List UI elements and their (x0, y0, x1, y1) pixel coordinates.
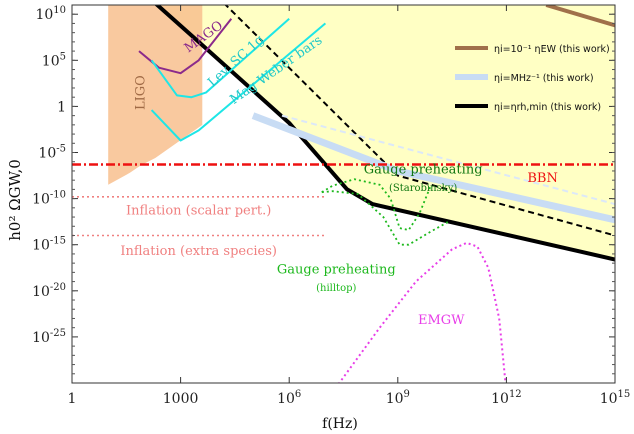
series-lev-sc-1g (150, 18, 290, 99)
annotation-gauge-preheating: Gauge preheating (277, 262, 396, 277)
legend-label-eta-ew: ηi=10⁻¹ ηEW (this work) (494, 44, 610, 55)
axis-ticks: 1 1000 106 109 1012 1015 1010 105 1 10-5 10-10 10-1… (32, 5, 630, 407)
series-gauge-preheating-starobinsky (321, 178, 432, 231)
x-tick-label: 109 (386, 389, 410, 407)
plot-frame (71, 4, 616, 384)
legend-label-eta-mhz: ηi=MHz⁻¹ (this work) (494, 73, 594, 84)
y-tick-label: 1010 (35, 5, 66, 23)
x-tick-label: 1 (68, 391, 77, 407)
annotation-bbn: BBN (527, 171, 557, 186)
series-eta-mhz-faint (281, 114, 615, 206)
series-eta-ew (545, 5, 615, 28)
x-tick-label: 1000 (163, 391, 199, 407)
y-tick-label: 10-10 (32, 190, 66, 208)
y-tick-label: 10-15 (32, 236, 66, 254)
y-axis-label: h0² ΩGW,0 (6, 159, 24, 241)
annotation-gauge-preheating: Gauge preheating (364, 163, 483, 178)
annotation-inflation-extra-species: Inflation (extra species) (120, 244, 277, 259)
annotation-hilltop: (hilltop) (316, 283, 356, 294)
annotation-emgw: EMGW (418, 313, 465, 328)
x-tick-label: 1012 (491, 389, 522, 407)
legend: ηi=10⁻¹ ηEW (this work) ηi=MHz⁻¹ (this w… (455, 44, 610, 113)
series-mag-weber-bars (150, 22, 327, 142)
series-eta-mhz (251, 112, 615, 224)
series-gauge-preheating-hilltop (321, 190, 449, 246)
legend-label-eta-rh-min: ηi=ηrh,min (this work) (494, 102, 601, 113)
annotation-inflation-scalar-pert: Inflation (scalar pert.) (126, 203, 271, 218)
y-tick-label: 10-5 (38, 144, 66, 162)
annotation-starobinsky: (Starobinsky) (389, 183, 457, 194)
y-tick-label: 10-25 (32, 328, 66, 346)
data-series (72, 5, 615, 383)
x-tick-label: 106 (277, 389, 301, 407)
x-tick-label: 1015 (600, 389, 631, 407)
annotation-ligo: LIGO (133, 75, 148, 110)
y-tick-label: 105 (42, 51, 66, 69)
x-axis-label: f(Hz) (322, 416, 358, 432)
y-tick-label: 10-20 (32, 282, 66, 300)
series-eta-rh-min (154, 5, 615, 262)
y-tick-label: 1 (57, 99, 66, 115)
